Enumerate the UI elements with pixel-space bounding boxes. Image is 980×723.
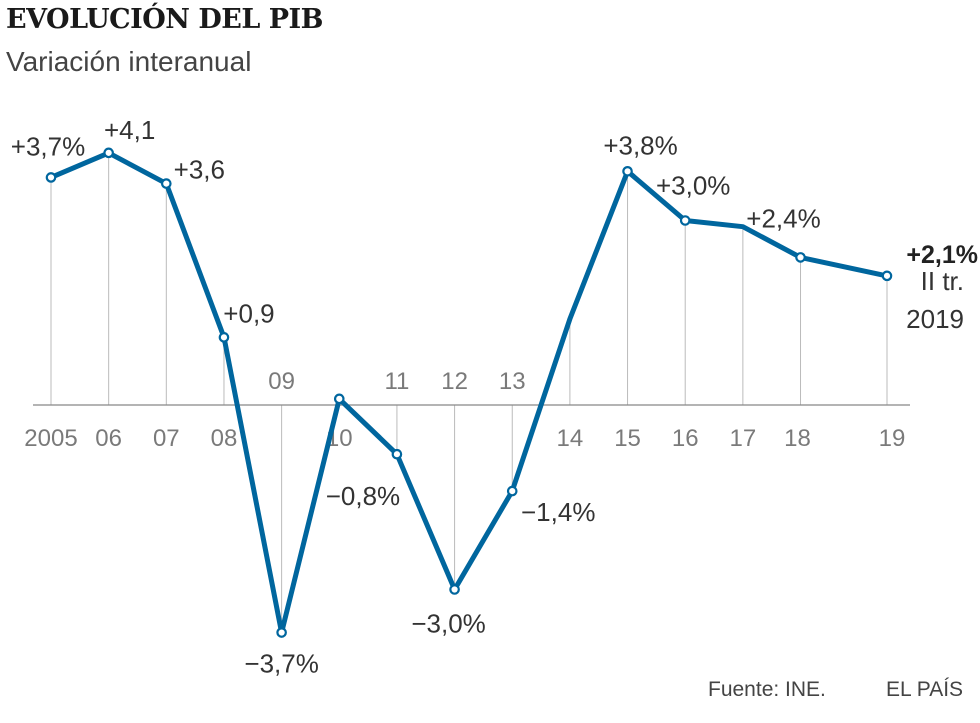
data-point	[391, 448, 403, 460]
x-tick-label: 06	[95, 425, 122, 452]
data-point	[103, 147, 114, 159]
source-note: Fuente: INE.	[708, 678, 826, 701]
x-tick-label: 07	[153, 425, 180, 452]
data-label: −1,4%	[521, 497, 595, 527]
data-label: +2,1%	[906, 241, 978, 269]
x-tick-label: 15	[614, 425, 641, 452]
data-label: −0,8%	[326, 481, 400, 511]
x-tick-label: 19	[879, 425, 906, 452]
x-tick-label: 17	[730, 425, 757, 452]
x-tick-label: 11	[384, 368, 409, 395]
x-tick-label: 08	[211, 425, 238, 452]
data-point	[276, 627, 287, 638]
x-tick-label: 09	[268, 368, 295, 395]
data-point	[161, 178, 172, 189]
data-label: −3,0%	[411, 609, 485, 639]
annotation-text: 2019	[906, 304, 964, 334]
data-point	[449, 584, 460, 595]
data-label: +3,0%	[656, 171, 730, 201]
x-tick-label: 14	[557, 425, 584, 452]
data-point	[795, 252, 806, 263]
data-point	[881, 270, 893, 282]
data-label: +4,1	[104, 115, 155, 145]
data-label: +3,7%	[11, 131, 85, 161]
x-tick-label: 12	[441, 368, 468, 395]
data-point	[679, 215, 691, 226]
data-point	[506, 485, 518, 497]
data-label: −3,7%	[244, 649, 318, 679]
x-tick-label: 18	[784, 425, 811, 452]
data-point	[45, 172, 57, 183]
data-label: +0,9	[223, 298, 274, 328]
data-point	[622, 166, 633, 177]
data-label: +3,6	[174, 155, 225, 185]
x-tick-label: 16	[672, 425, 699, 452]
data-label: +2,4%	[746, 203, 820, 233]
chart-title: EVOLUCIÓN DEL PIB	[6, 4, 323, 35]
x-tick-label: 13	[499, 368, 526, 395]
chart-subtitle: Variación interanual	[6, 46, 252, 77]
brand-logo: EL PAÍS	[886, 678, 964, 701]
data-point	[218, 332, 230, 343]
annotation-text: II tr.	[921, 266, 964, 296]
data-point	[333, 393, 345, 405]
x-tick-label: 2005	[24, 425, 77, 452]
data-label: +3,8%	[603, 130, 677, 160]
